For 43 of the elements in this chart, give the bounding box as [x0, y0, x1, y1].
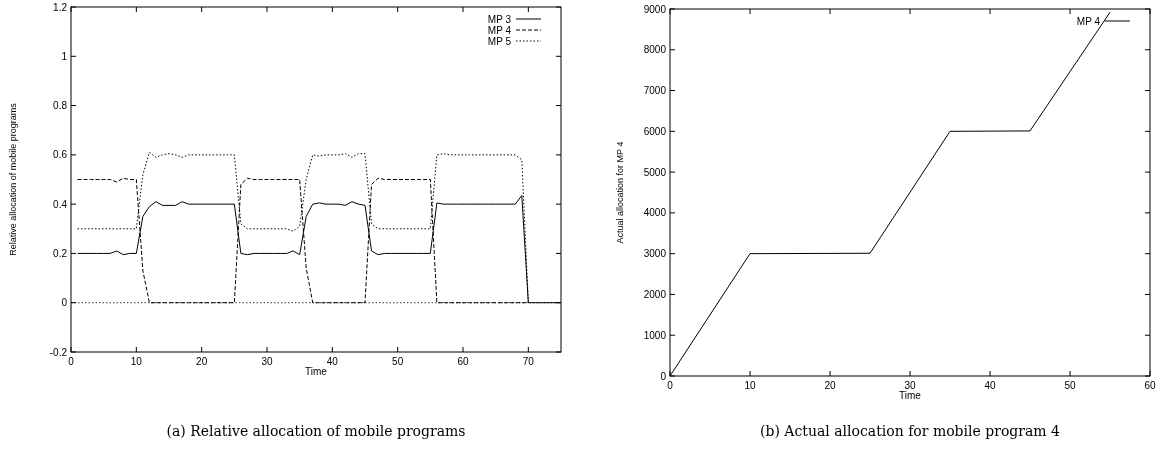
x-tick-label: 60 [1144, 380, 1156, 391]
y-tick-label: 4000 [643, 207, 667, 219]
y-tick-label: 8000 [643, 44, 667, 56]
legend-label: MP 4 [487, 24, 512, 36]
y-tick-label: 1.2 [53, 1, 68, 13]
x-tick-label: 70 [522, 356, 535, 367]
x-tick-label: 10 [130, 356, 143, 367]
y-tick-label: 0 [61, 297, 68, 309]
y-tick-label: 5000 [643, 166, 667, 178]
x-tick-label: 20 [824, 380, 836, 391]
x-tick-label: 60 [457, 356, 469, 367]
y-tick-label: 0.8 [53, 100, 68, 112]
legend-label: MP 4 [1076, 15, 1101, 27]
x-tick-label: 50 [392, 356, 404, 367]
y-tick-label: 3000 [643, 248, 667, 260]
x-tick-label: 40 [326, 356, 339, 367]
x-tick-label: 30 [261, 356, 273, 367]
y-tick-label: 6000 [643, 125, 667, 137]
x-tick-label: 10 [744, 380, 756, 391]
text: (b) Actual allocation for mobile program 4 [760, 423, 1061, 439]
x-axis-title: Time [305, 366, 328, 377]
y-tick-label: 0 [660, 370, 667, 382]
y-tick-label: 0.2 [53, 247, 68, 259]
y-tick-label: 7000 [643, 85, 667, 97]
x-tick-label: 40 [984, 380, 996, 391]
y-tick-label: 9000 [643, 3, 667, 15]
x-tick-label: 30 [904, 380, 916, 391]
x-tick-label: 0 [68, 356, 75, 367]
y-tick-label: -0.2 [49, 346, 68, 358]
x-tick-label: 20 [196, 356, 208, 367]
x-axis-title: Time [899, 390, 922, 401]
x-tick-label: 0 [667, 380, 674, 391]
y-tick-label: 0.4 [53, 198, 68, 210]
y-tick-label: 1000 [643, 329, 667, 341]
legend-label: MP 3 [487, 13, 512, 25]
legend-label: MP 5 [487, 35, 512, 47]
x-tick-label: 50 [1064, 380, 1076, 391]
text: (a) Relative allocation of mobile programs [166, 423, 466, 439]
y-axis-title: Relative allocation of mobile programs [8, 102, 18, 256]
y-axis-title: Actual allocation for MP 4 [615, 141, 625, 244]
y-tick-label: 2000 [643, 288, 667, 300]
y-tick-label: 0.6 [53, 149, 68, 161]
y-tick-label: 1 [61, 50, 68, 62]
